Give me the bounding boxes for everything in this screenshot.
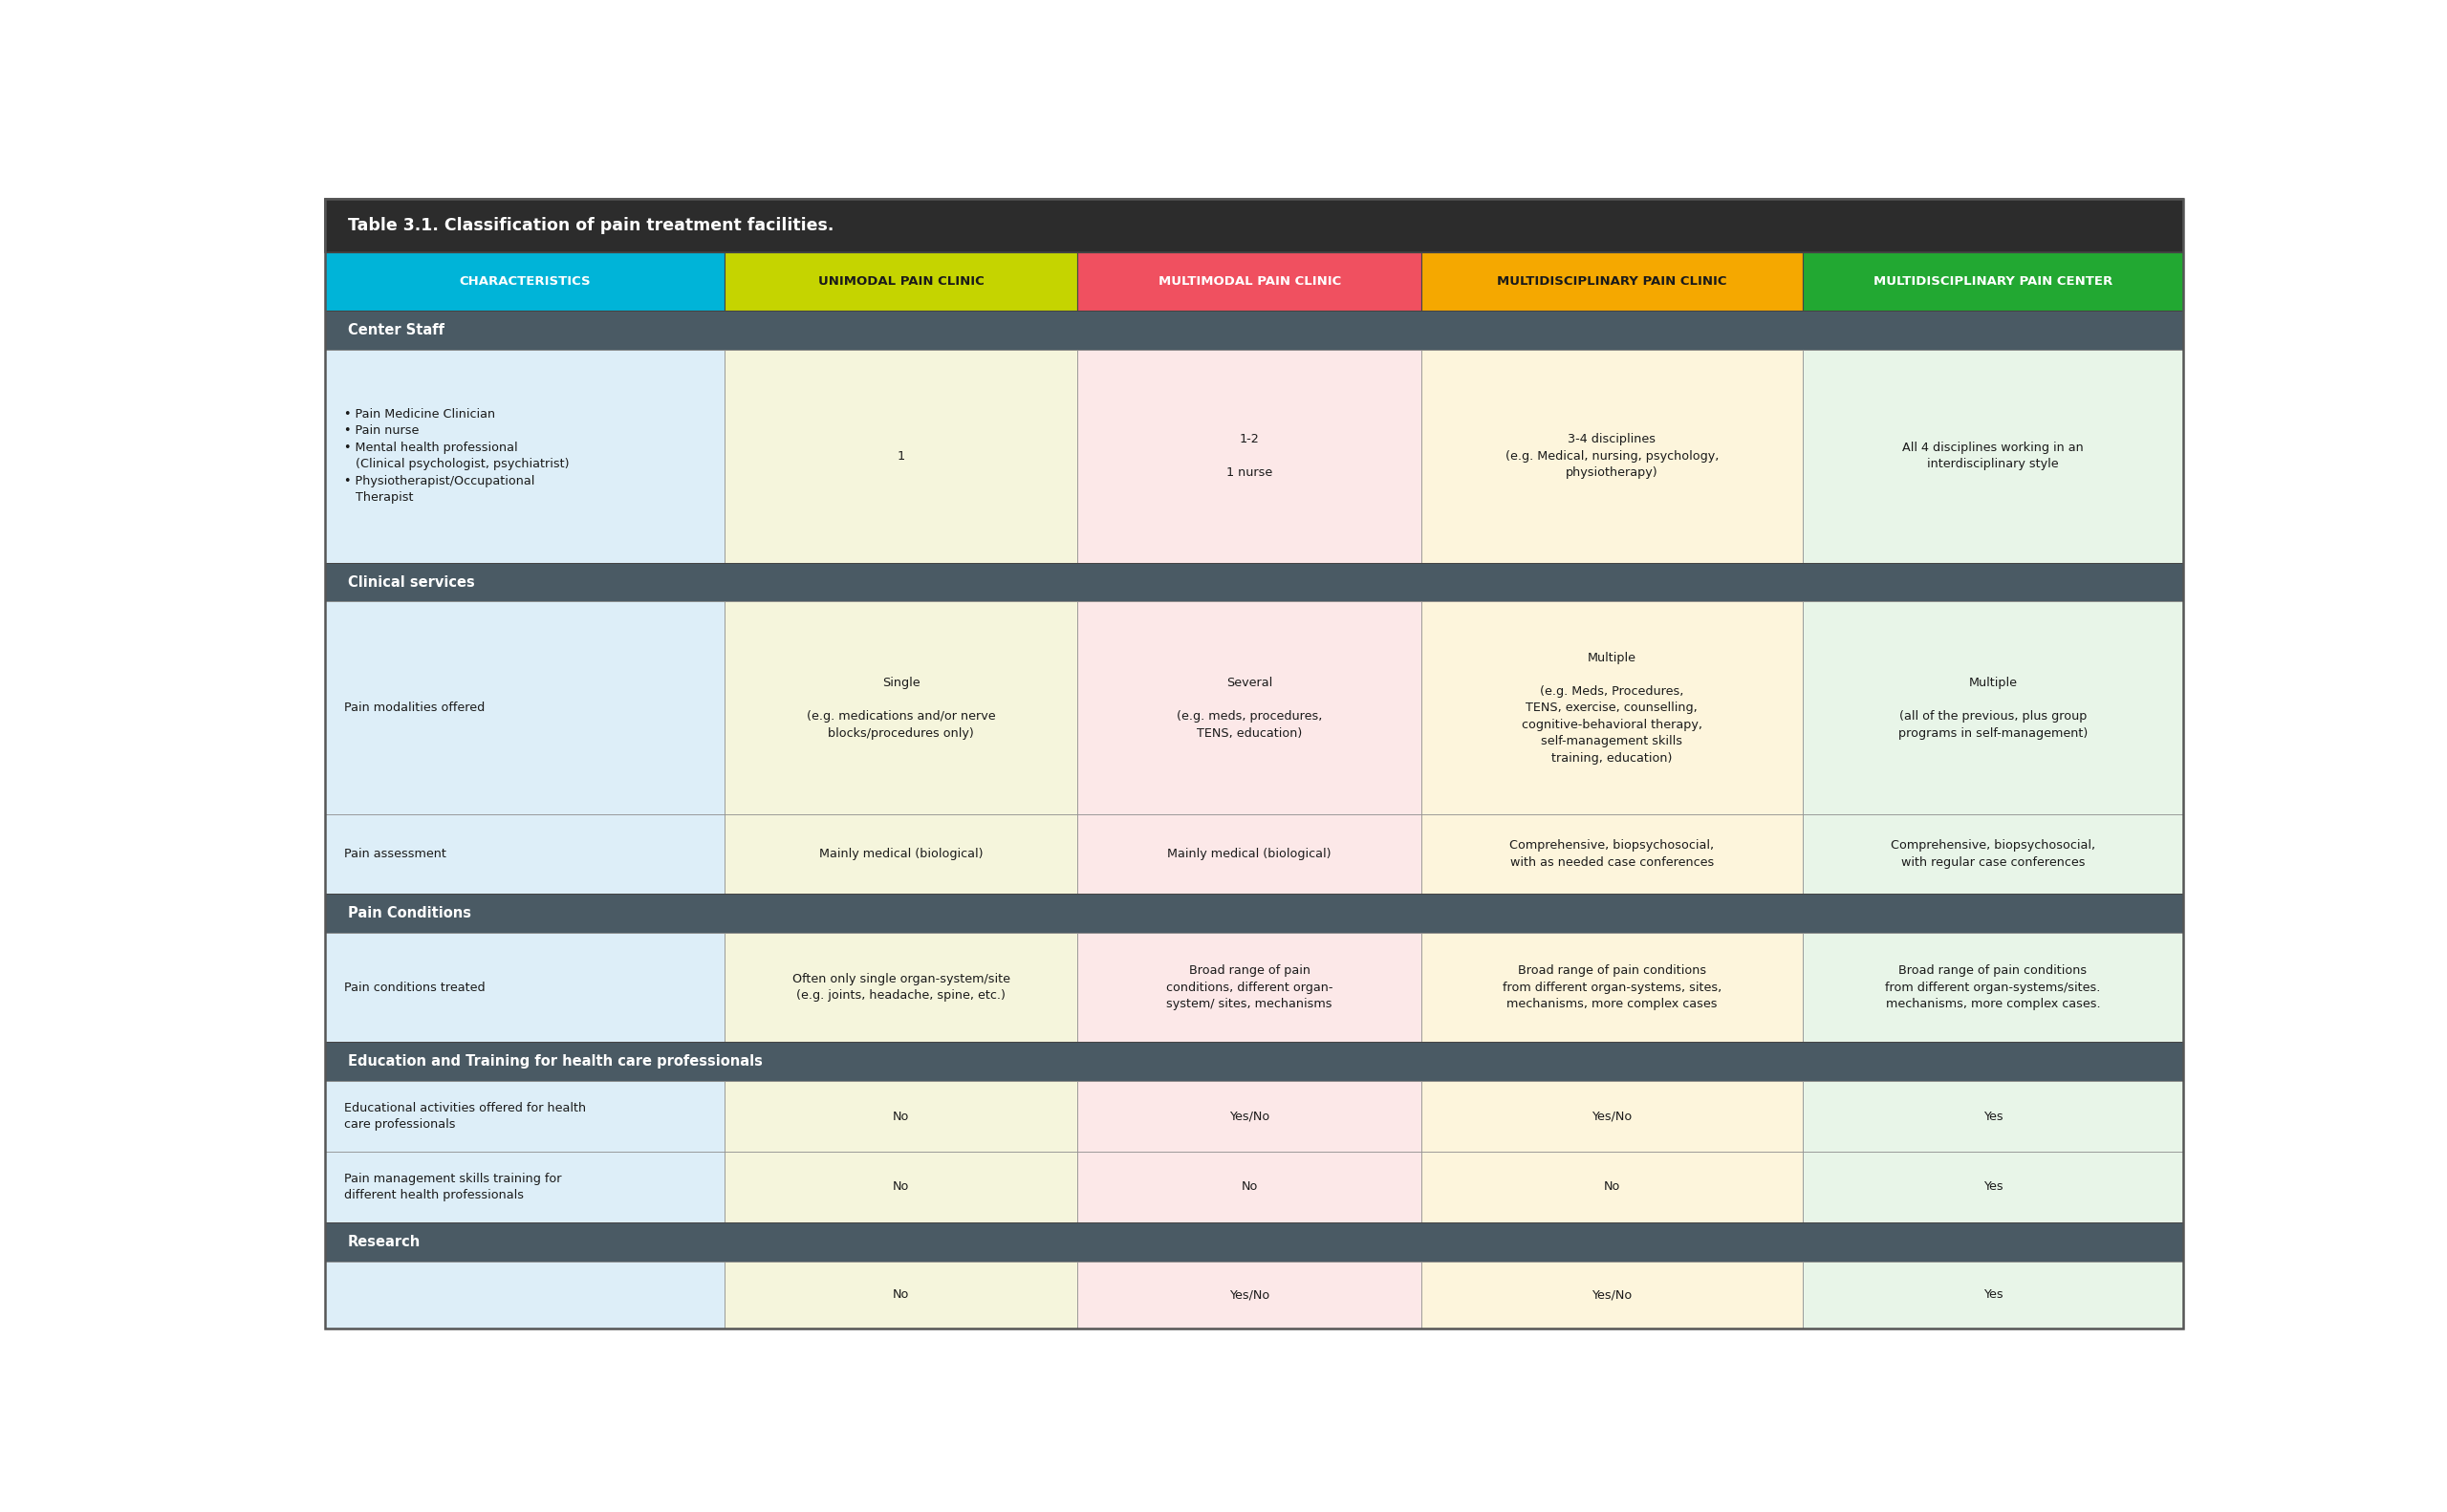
Text: • Pain Medicine Clinician
• Pain nurse
• Mental health professional
   (Clinical: • Pain Medicine Clinician • Pain nurse •… [343, 408, 568, 503]
Bar [1077, 253, 1422, 310]
Text: Education and Training for health care professionals: Education and Training for health care p… [347, 1054, 763, 1069]
Text: UNIMODAL PAIN CLINIC: UNIMODAL PAIN CLINIC [817, 275, 984, 287]
Bar [1803, 1261, 2183, 1328]
Bar [325, 602, 724, 815]
Bar [1422, 1081, 1803, 1152]
Text: Comprehensive, biopsychosocial,
with regular case conferences: Comprehensive, biopsychosocial, with reg… [1892, 839, 2095, 869]
Bar [724, 815, 1077, 894]
Text: 1: 1 [898, 451, 905, 463]
Bar [325, 200, 2183, 253]
Text: Several

(e.g. meds, procedures,
TENS, education): Several (e.g. meds, procedures, TENS, ed… [1177, 677, 1321, 739]
Text: Yes/No: Yes/No [1228, 1288, 1270, 1300]
Bar [325, 1261, 724, 1328]
Text: Yes/No: Yes/No [1228, 1110, 1270, 1122]
Bar [325, 1081, 724, 1152]
Text: All 4 disciplines working in an
interdisciplinary style: All 4 disciplines working in an interdis… [1901, 442, 2082, 470]
Text: Center Staff: Center Staff [347, 324, 445, 337]
Text: Table 3.1. Classification of pain treatment facilities.: Table 3.1. Classification of pain treatm… [347, 218, 834, 234]
Text: MULTIDISCIPLINARY PAIN CLINIC: MULTIDISCIPLINARY PAIN CLINIC [1498, 275, 1728, 287]
Bar [325, 562, 2183, 602]
Bar [1077, 1261, 1422, 1328]
Text: Pain modalities offered: Pain modalities offered [343, 702, 485, 714]
Bar [325, 1222, 2183, 1261]
Bar [1422, 1261, 1803, 1328]
Bar [1803, 602, 2183, 815]
Text: Pain assessment: Pain assessment [343, 848, 445, 860]
Bar [1077, 602, 1422, 815]
Bar [724, 1152, 1077, 1222]
Bar [325, 253, 724, 310]
Bar [325, 815, 724, 894]
Bar [1803, 815, 2183, 894]
Text: Pain management skills training for
different health professionals: Pain management skills training for diff… [343, 1172, 560, 1202]
Bar [1077, 1081, 1422, 1152]
Bar [1803, 253, 2183, 310]
Text: Broad range of pain conditions
from different organ-systems/sites.
mechanisms, m: Broad range of pain conditions from diff… [1884, 965, 2100, 1010]
Bar [1077, 815, 1422, 894]
Text: No: No [893, 1110, 910, 1122]
Text: Often only single organ-system/site
(e.g. joints, headache, spine, etc.): Often only single organ-system/site (e.g… [793, 972, 1011, 1002]
Text: Yes/No: Yes/No [1591, 1288, 1632, 1300]
Bar [1422, 815, 1803, 894]
Text: Broad range of pain conditions
from different organ-systems, sites,
mechanisms, : Broad range of pain conditions from diff… [1502, 965, 1720, 1010]
Text: No: No [893, 1288, 910, 1300]
Text: No: No [893, 1181, 910, 1193]
Text: Single

(e.g. medications and/or nerve
blocks/procedures only): Single (e.g. medications and/or nerve bl… [808, 677, 996, 739]
Bar [724, 933, 1077, 1042]
Text: Yes/No: Yes/No [1591, 1110, 1632, 1122]
Text: Multiple

(e.g. Meds, Procedures,
TENS, exercise, counselling,
cognitive-behavio: Multiple (e.g. Meds, Procedures, TENS, e… [1522, 652, 1703, 765]
Bar [1077, 1152, 1422, 1222]
Text: No: No [1241, 1181, 1258, 1193]
Bar [1077, 933, 1422, 1042]
Bar [325, 349, 724, 562]
Bar [1803, 1081, 2183, 1152]
Bar [325, 933, 724, 1042]
Text: Broad range of pain
conditions, different organ-
system/ sites, mechanisms: Broad range of pain conditions, differen… [1167, 965, 1334, 1010]
Text: Research: Research [347, 1235, 421, 1249]
Bar [1803, 1152, 2183, 1222]
Bar [1422, 253, 1803, 310]
Text: 3-4 disciplines
(e.g. Medical, nursing, psychology,
physiotherapy): 3-4 disciplines (e.g. Medical, nursing, … [1505, 432, 1718, 479]
Text: Pain conditions treated: Pain conditions treated [343, 981, 485, 993]
Bar [1077, 349, 1422, 562]
Bar [724, 602, 1077, 815]
Text: CHARACTERISTICS: CHARACTERISTICS [460, 275, 590, 287]
Bar [1422, 602, 1803, 815]
Text: Yes: Yes [1982, 1110, 2002, 1122]
Text: No: No [1603, 1181, 1620, 1193]
Text: MULTIDISCIPLINARY PAIN CENTER: MULTIDISCIPLINARY PAIN CENTER [1874, 275, 2112, 287]
Text: Pain Conditions: Pain Conditions [347, 906, 470, 921]
Bar [1422, 1152, 1803, 1222]
Bar [724, 253, 1077, 310]
Bar [724, 349, 1077, 562]
Text: Clinical services: Clinical services [347, 575, 475, 590]
Bar [724, 1081, 1077, 1152]
Text: Educational activities offered for health
care professionals: Educational activities offered for healt… [343, 1102, 585, 1131]
Bar [325, 1152, 724, 1222]
Text: Yes: Yes [1982, 1181, 2002, 1193]
Bar [325, 310, 2183, 349]
Bar [1803, 933, 2183, 1042]
Text: 1-2

1 nurse: 1-2 1 nurse [1226, 432, 1272, 479]
Bar [325, 1042, 2183, 1081]
Bar [1803, 349, 2183, 562]
Text: Mainly medical (biological): Mainly medical (biological) [820, 848, 984, 860]
Text: Mainly medical (biological): Mainly medical (biological) [1167, 848, 1331, 860]
Bar [1422, 349, 1803, 562]
Text: Yes: Yes [1982, 1288, 2002, 1300]
Bar [1422, 933, 1803, 1042]
Text: MULTIMODAL PAIN CLINIC: MULTIMODAL PAIN CLINIC [1157, 275, 1341, 287]
Bar [325, 894, 2183, 933]
Bar [724, 1261, 1077, 1328]
Text: Comprehensive, biopsychosocial,
with as needed case conferences: Comprehensive, biopsychosocial, with as … [1510, 839, 1715, 869]
Text: Multiple

(all of the previous, plus group
programs in self-management): Multiple (all of the previous, plus grou… [1899, 677, 2087, 739]
